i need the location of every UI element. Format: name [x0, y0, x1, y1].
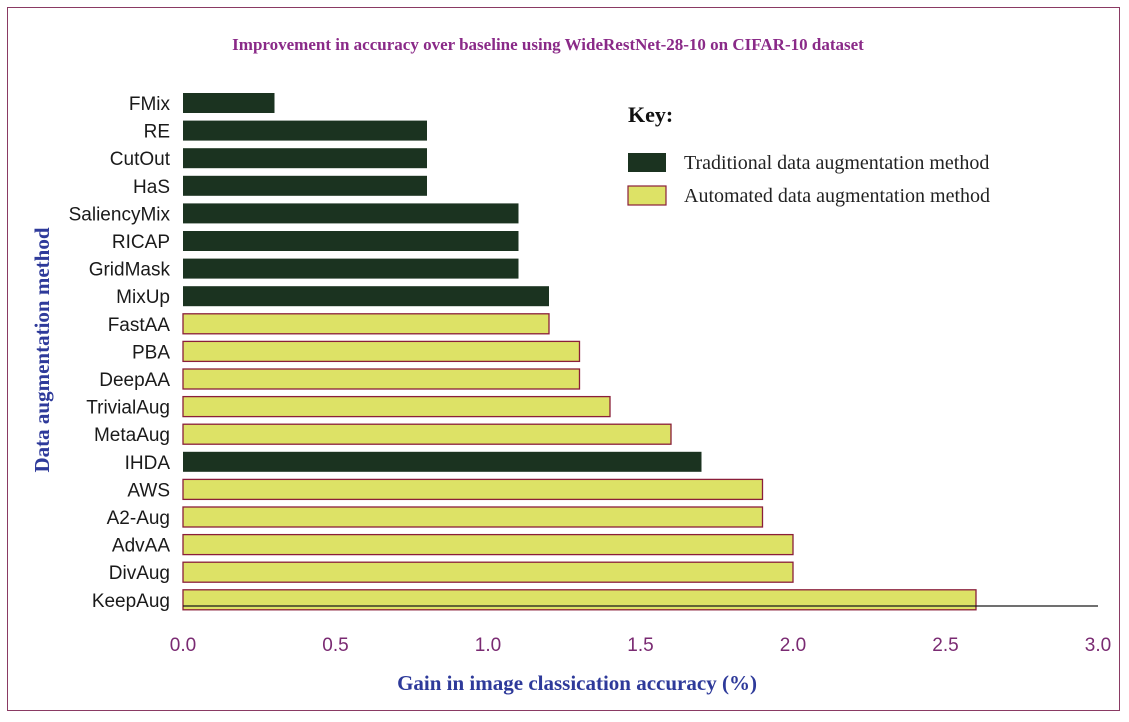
x-tick-label: 0.0	[170, 635, 196, 656]
bar-has	[183, 175, 427, 196]
category-label: TrivialAug	[86, 398, 170, 419]
bar-ricap	[183, 231, 519, 251]
legend: Key: Traditional data augmentation metho…	[627, 102, 990, 207]
category-label: DeepAA	[99, 370, 170, 391]
bar-aws	[182, 478, 764, 501]
bar-cutout	[183, 148, 427, 169]
bar-a2-aug	[182, 506, 764, 528]
category-label: HaS	[133, 177, 170, 198]
bar-metaaug	[182, 423, 672, 445]
x-tick-label: 3.0	[1085, 635, 1111, 656]
bar-fmix	[183, 93, 275, 113]
bar-gridmask	[183, 258, 519, 279]
bar-ihda	[183, 451, 702, 472]
bar-trivialaug	[182, 395, 611, 418]
x-tick-label: 1.0	[475, 635, 501, 656]
category-label: MetaAug	[94, 425, 170, 446]
x-tick-label: 0.5	[322, 635, 348, 656]
bars-group	[182, 93, 977, 611]
bar-keepaug	[182, 589, 977, 611]
chart-title: Improvement in accuracy over baseline us…	[232, 35, 864, 54]
category-label: PBA	[132, 342, 170, 363]
legend-swatch-automated	[627, 185, 667, 206]
bar-fastaa	[182, 313, 550, 335]
category-label: CutOut	[110, 149, 171, 170]
category-label: DivAug	[109, 563, 170, 584]
category-label: AdvAA	[112, 536, 170, 557]
category-label: KeepAug	[92, 591, 170, 612]
bar-deepaa	[182, 368, 581, 390]
x-tick-label: 2.0	[780, 635, 806, 656]
bar-saliencymix	[183, 203, 519, 224]
category-label: GridMask	[89, 260, 171, 281]
legend-swatch-traditional	[628, 153, 666, 172]
category-label: FastAA	[108, 315, 171, 336]
bar-pba	[182, 340, 581, 363]
category-label: A2-Aug	[107, 508, 170, 529]
category-label: RICAP	[112, 232, 170, 253]
legend-title: Key:	[628, 102, 673, 127]
category-label: MixUp	[116, 287, 170, 308]
bar-advaa	[182, 533, 794, 556]
category-label: IHDA	[125, 453, 171, 474]
category-label: RE	[144, 122, 170, 143]
legend-label-traditional: Traditional data augmentation method	[684, 152, 989, 174]
legend-label-automated: Automated data augmentation method	[684, 185, 990, 207]
category-label: SaliencyMix	[69, 204, 171, 225]
bar-mixup	[183, 286, 549, 307]
x-axis-label: Gain in image classication accuracy (%)	[397, 671, 757, 695]
x-tick-labels: 0.0 0.5 1.0 1.5 2.0 2.5 3.0	[170, 635, 1111, 656]
bar-divaug	[182, 561, 794, 583]
category-label: FMix	[129, 94, 171, 115]
category-label: AWS	[127, 480, 170, 501]
x-tick-label: 2.5	[932, 635, 958, 656]
y-axis-label: Data augmentation method	[30, 227, 54, 472]
category-labels: FMix RE CutOut HaS SaliencyMix RICAP GridMask M…	[69, 94, 171, 612]
bar-re	[183, 120, 427, 141]
x-tick-label: 1.5	[627, 635, 653, 656]
